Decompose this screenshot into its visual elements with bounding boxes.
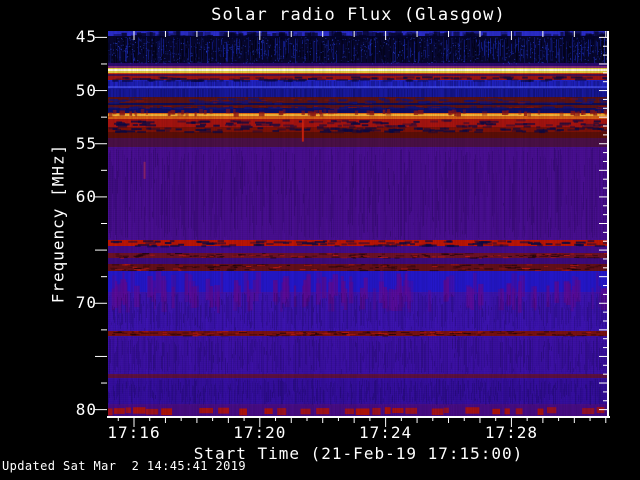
- x-tick-label: 17:16: [107, 423, 161, 442]
- y-tick-label: 45: [75, 27, 97, 47]
- x-axis-title: Start Time (21-Feb-19 17:15:00): [193, 444, 524, 463]
- y-tick-label: 60: [75, 186, 97, 206]
- page-title: Solar radio Flux (Glasgow): [211, 5, 506, 25]
- x-tick-label: 17:24: [359, 423, 413, 442]
- y-tick-label: 70: [75, 293, 97, 313]
- x-tick-label: 17:20: [233, 423, 287, 442]
- y-tick-label: 50: [75, 80, 97, 100]
- y-tick-label: 55: [75, 133, 97, 153]
- spectrogram-canvas: [108, 31, 609, 416]
- x-tick-label: 17:28: [484, 423, 538, 442]
- updated-timestamp: Updated Sat Mar 2 14:45:41 2019: [2, 459, 246, 473]
- y-tick-label: 80: [75, 399, 97, 419]
